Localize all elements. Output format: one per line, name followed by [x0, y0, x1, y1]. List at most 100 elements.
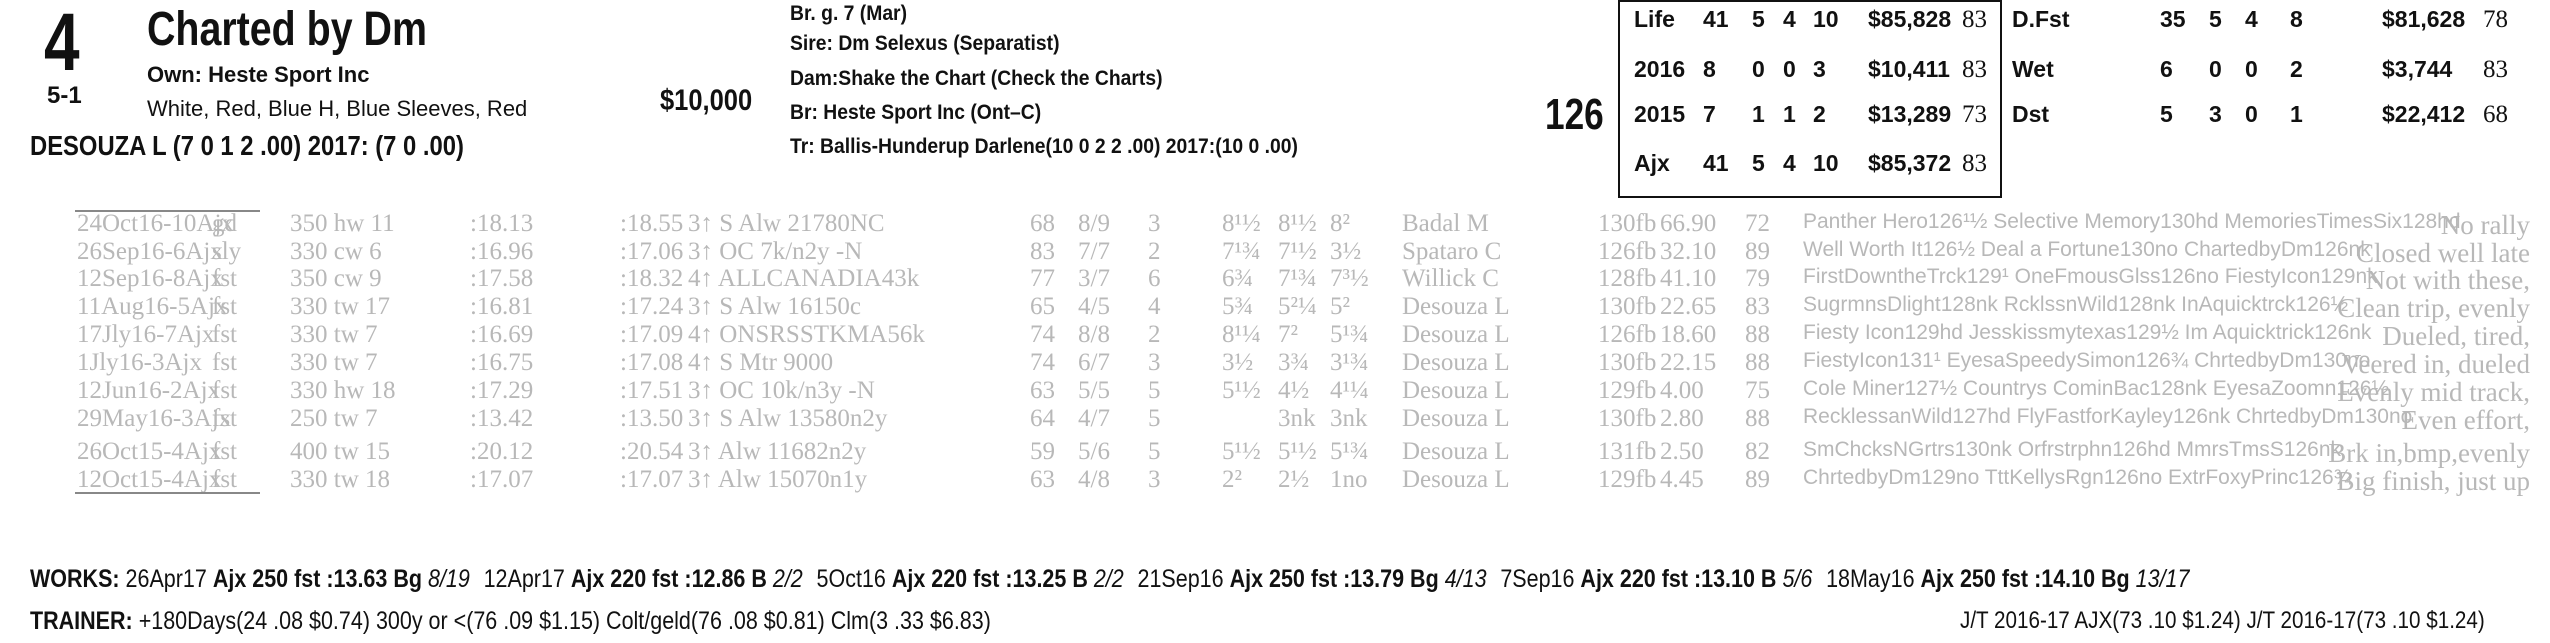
pp-post: 5/6: [1078, 438, 1110, 465]
stat-shows: 3: [1813, 56, 1826, 82]
stat-places: 4: [1783, 6, 1796, 32]
pp-track-condition: sly: [212, 238, 242, 265]
stat-figure: 83: [1962, 6, 1987, 34]
pp-call-3: 4¹¼: [1330, 377, 1369, 404]
morning-line-odds: 5-1: [47, 82, 82, 109]
pp-start: 3: [1148, 466, 1161, 493]
stat-label: Wet: [2012, 56, 2054, 82]
pp-start: 2: [1148, 321, 1161, 348]
pp-race-type: 4↑ ALLCANADIA43k: [688, 265, 920, 292]
pp-fraction: :17.07: [470, 466, 534, 493]
pp-distance: 400 tw 15: [290, 438, 390, 465]
pp-figure: 79: [1745, 265, 1770, 292]
stat-earnings: $3,744: [2382, 56, 2453, 82]
pp-comment: Fiesty Icon129hd Jesskissmytexas129½ Im …: [1803, 321, 2372, 344]
work-grade: Bg: [393, 565, 422, 593]
pp-speed: 59: [1030, 438, 1055, 465]
pp-weight: 130fb: [1598, 405, 1657, 432]
pp-race-type: 3↑ S Alw 21780NC: [688, 210, 885, 237]
pp-trip-note: Evenly mid track,: [2337, 377, 2530, 407]
pp-call-2: 7¹½: [1278, 238, 1317, 265]
pp-final-time: :20.54: [620, 438, 684, 465]
works-line: WORKS: 26Apr17 Ajx 250 fst :13.63 Bg 8/1…: [30, 565, 2203, 594]
work-track: Ajx: [212, 565, 247, 593]
pp-trip-note: Clean trip, evenly: [2337, 293, 2530, 323]
pp-figure: 83: [1745, 293, 1770, 320]
pp-race-type: 3↑ OC 10k/n3y -N: [688, 377, 875, 404]
work-date: 5Oct16: [816, 565, 886, 593]
work-entry: 12Apr17 Ajx 220 fst :12.86 B 2/2: [484, 565, 803, 593]
stat-label: Dst: [2012, 101, 2050, 127]
stat-places: 4: [2245, 6, 2258, 32]
pp-weight: 129fb: [1598, 377, 1657, 404]
work-track: Ajx: [1920, 565, 1954, 593]
pp-call-3: 7³½: [1330, 265, 1369, 292]
pp-final-time: :17.24: [620, 293, 684, 320]
work-grade: B: [1072, 565, 1088, 593]
work-grade: Bg: [1410, 565, 1439, 593]
pp-weight: 126fb: [1598, 238, 1657, 265]
pp-distance: 250 tw 7: [290, 405, 378, 432]
stat-figure-value: 83: [1962, 6, 1987, 33]
stat-label: Ajx: [1634, 150, 1670, 176]
pp-date: 11Aug16-5Ajx: [77, 293, 228, 320]
work-time: :12.86: [684, 565, 746, 593]
work-date: 21Sep16: [1137, 565, 1224, 593]
pp-post: 7/7: [1078, 238, 1110, 265]
pp-jockey: Desouza L: [1402, 377, 1510, 404]
pp-call-3: 3½: [1330, 238, 1362, 265]
pp-jockey: Spataro C: [1402, 238, 1502, 265]
stat-wins: 1: [1752, 101, 1765, 127]
pp-trip-note: Not with these,: [2365, 265, 2530, 295]
pp-track-condition: fst: [212, 293, 237, 320]
pp-call-2: 7¹¾: [1278, 265, 1317, 292]
work-rank: 4/13: [1444, 565, 1487, 593]
pp-trip-note: Even effort,: [2401, 405, 2530, 435]
stat-figure-value: 83: [2483, 56, 2508, 83]
pp-weight: 130fb: [1598, 210, 1657, 237]
pp-odds: 22.15: [1660, 349, 1717, 376]
pp-date: 26Oct15-4Ajx: [77, 438, 222, 465]
work-entry: 26Apr17 Ajx 250 fst :13.63 Bg 8/19: [126, 565, 470, 593]
stat-shows: 10: [1813, 150, 1839, 176]
pp-post: 8/8: [1078, 321, 1110, 348]
pp-weight: 131fb: [1598, 438, 1657, 465]
pp-final-time: :17.08: [620, 349, 684, 376]
pp-jockey: Desouza L: [1402, 405, 1510, 432]
pp-comment: Well Worth It126½ Deal a Fortune130no Ch…: [1803, 238, 2371, 261]
pp-comment: SugrmnsDlight128nk RcklssnWild128nk InAq…: [1803, 293, 2349, 316]
pp-jockey: Desouza L: [1402, 321, 1510, 348]
stat-shows: 10: [1813, 6, 1839, 32]
stat-figure: 83: [1962, 150, 1987, 178]
pp-start: 5: [1148, 377, 1161, 404]
pp-speed: 65: [1030, 293, 1055, 320]
pp-final-time: :13.50: [620, 405, 684, 432]
pp-figure: 82: [1745, 438, 1770, 465]
pp-track-condition: fst: [212, 466, 237, 493]
stat-wins: 5: [1752, 150, 1765, 176]
pp-start: 4: [1148, 293, 1161, 320]
stat-earnings: $10,411: [1868, 56, 1950, 82]
pp-track-condition: fst: [212, 377, 237, 404]
pp-odds: 2.50: [1660, 438, 1704, 465]
pp-distance: 330 hw 18: [290, 377, 396, 404]
stat-places: 4: [1783, 150, 1796, 176]
pp-date: 12Oct15-4Ajx: [77, 466, 222, 493]
pp-trip-note: Big finish, just up: [2336, 466, 2530, 496]
pp-trip-note: Brk in,bmp,evenly: [2328, 438, 2530, 468]
pp-distance: 350 cw 9: [290, 265, 382, 292]
pp-final-time: :18.55: [620, 210, 684, 237]
stat-figure-value: 73: [1962, 101, 1987, 128]
pp-trip-note: Closed well late: [2356, 238, 2530, 268]
stat-starts: 41: [1703, 6, 1729, 32]
pp-speed: 63: [1030, 377, 1055, 404]
pp-call-1: 8¹¼: [1222, 321, 1261, 348]
stat-wins: 0: [2209, 56, 2222, 82]
jockey-line: DESOUZA L (7 0 1 2 .00) 2017: (7 0 .00): [30, 130, 464, 161]
pp-jockey: Desouza L: [1402, 438, 1510, 465]
pp-race-type: 4↑ S Mtr 9000: [688, 349, 834, 376]
pp-figure: 88: [1745, 405, 1770, 432]
stat-earnings: $81,628: [2382, 6, 2466, 32]
pp-year-rule: [75, 492, 260, 494]
pp-figure: 89: [1745, 238, 1770, 265]
